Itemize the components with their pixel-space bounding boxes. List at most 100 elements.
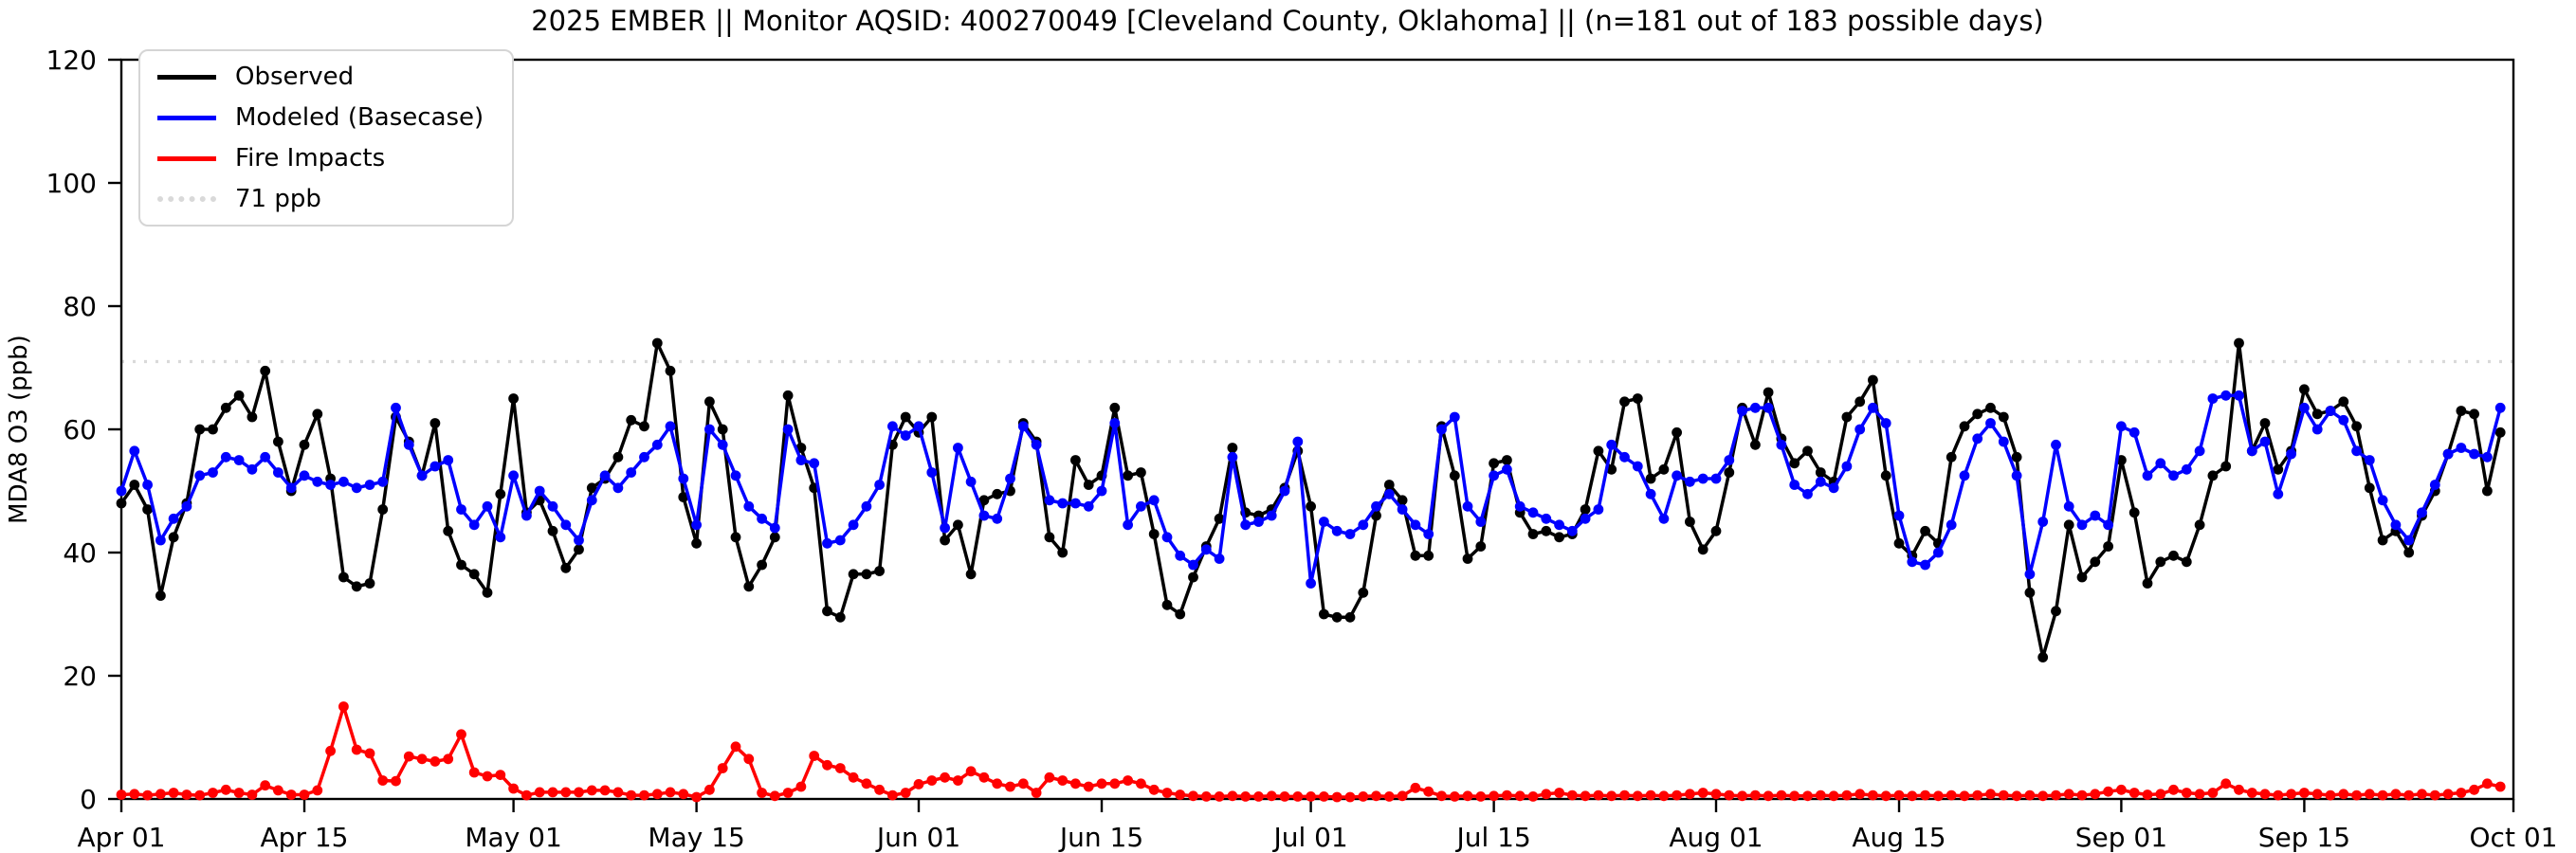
series-marker-1 <box>965 476 977 487</box>
series-marker-0 <box>874 566 885 576</box>
series-marker-1 <box>1371 500 1381 512</box>
series-marker-2 <box>534 787 545 798</box>
series-marker-1 <box>364 480 375 490</box>
series-marker-2 <box>1697 788 1708 798</box>
series-marker-0 <box>651 337 663 349</box>
series-marker-2 <box>403 751 414 762</box>
series-marker-1 <box>2116 421 2127 432</box>
series-marker-1 <box>2024 569 2036 580</box>
series-marker-1 <box>377 476 389 487</box>
series-marker-1 <box>2051 439 2061 450</box>
series-marker-0 <box>155 590 166 601</box>
series-marker-0 <box>1710 525 1722 536</box>
series-marker-2 <box>2246 788 2257 798</box>
series-marker-1 <box>220 451 231 463</box>
series-marker-2 <box>1658 790 1670 802</box>
series-marker-1 <box>1344 529 1356 539</box>
series-marker-2 <box>1240 791 1251 802</box>
series-marker-1 <box>1868 402 1878 413</box>
series-marker-0 <box>429 418 441 428</box>
fire-line-icon <box>157 155 216 161</box>
series-marker-0 <box>1685 517 1695 527</box>
series-marker-1 <box>717 439 728 450</box>
series-marker-1 <box>1946 519 1957 531</box>
series-marker-0 <box>1383 480 1395 490</box>
series-marker-0 <box>2142 578 2153 589</box>
y-tick-label: 60 <box>63 414 97 445</box>
series-marker-0 <box>2234 337 2244 349</box>
legend: Observed Modeled (Basecase) Fire Impacts… <box>138 49 515 227</box>
series-marker-2 <box>940 771 950 783</box>
series-marker-1 <box>1593 504 1604 515</box>
series-marker-0 <box>2338 396 2349 408</box>
series-marker-1 <box>1057 498 1069 509</box>
series-marker-1 <box>1148 495 1160 506</box>
series-marker-2 <box>651 789 663 800</box>
series-marker-1 <box>1109 418 1121 428</box>
series-marker-2 <box>1907 790 1918 802</box>
series-marker-1 <box>1893 510 1905 521</box>
series-marker-1 <box>1266 510 1277 521</box>
series-marker-0 <box>1462 554 1473 564</box>
plot-area: 0 20 40 60 80 100 120 Apr 01 Apr 15 May 01 May 15 J… <box>46 45 2558 853</box>
series-marker-1 <box>2482 451 2493 463</box>
series-marker-0 <box>1161 599 1173 610</box>
series-marker-2 <box>2076 789 2088 801</box>
series-marker-2 <box>181 789 192 800</box>
series-marker-1 <box>299 470 310 481</box>
y-tick-label: 80 <box>63 291 97 322</box>
series-marker-0 <box>678 492 689 502</box>
series-marker-0 <box>1148 529 1160 539</box>
series-marker-1 <box>1710 473 1722 484</box>
x-tick-label: Apr 01 <box>78 822 166 853</box>
series-marker-2 <box>1514 790 1526 802</box>
series-marker-1 <box>861 500 872 512</box>
series-marker-1 <box>848 519 859 531</box>
series-marker-0 <box>665 365 676 376</box>
series-marker-2 <box>1449 791 1460 802</box>
series-marker-2 <box>2128 788 2140 798</box>
series-marker-1 <box>1462 500 1473 512</box>
series-marker-2 <box>782 788 794 798</box>
series-marker-2 <box>1005 781 1015 792</box>
series-marker-1 <box>1854 424 1866 435</box>
series-marker-0 <box>1371 510 1381 521</box>
series-marker-1 <box>194 470 206 481</box>
series-marker-1 <box>1240 519 1251 531</box>
series-marker-1 <box>508 470 519 481</box>
series-marker-0 <box>2207 470 2219 481</box>
series-marker-0 <box>168 532 179 543</box>
series-marker-2 <box>1070 778 1081 789</box>
series-marker-2 <box>1161 788 1173 798</box>
series-marker-1 <box>2338 414 2349 426</box>
series-marker-2 <box>1776 789 1787 801</box>
series-marker-1 <box>416 470 428 481</box>
series-marker-0 <box>2168 550 2179 561</box>
series-marker-1 <box>233 455 245 465</box>
series-marker-1 <box>534 485 545 497</box>
series-marker-2 <box>468 767 480 778</box>
series-marker-2 <box>2168 784 2179 795</box>
x-tick-label: Jun 15 <box>1058 822 1143 853</box>
series-marker-1 <box>1527 507 1539 518</box>
series-marker-0 <box>1645 473 1656 484</box>
y-tick-label: 40 <box>63 537 97 569</box>
series-marker-2 <box>1566 789 1578 801</box>
series-marker-1 <box>1188 559 1198 571</box>
series-marker-2 <box>508 783 519 794</box>
series-marker-1 <box>142 480 154 490</box>
series-marker-2 <box>2024 789 2036 801</box>
series-marker-0 <box>1893 537 1905 549</box>
series-marker-2 <box>2037 790 2049 802</box>
series-marker-1 <box>1907 556 1918 568</box>
series-marker-0 <box>1057 547 1069 558</box>
series-marker-1 <box>2364 455 2375 465</box>
series-marker-2 <box>2351 789 2363 801</box>
series-marker-2 <box>1188 790 1198 802</box>
series-marker-1 <box>2259 436 2271 447</box>
series-marker-2 <box>2482 778 2493 789</box>
series-marker-2 <box>116 789 127 800</box>
series-marker-0 <box>1880 470 1891 481</box>
series-marker-2 <box>1868 789 1878 801</box>
